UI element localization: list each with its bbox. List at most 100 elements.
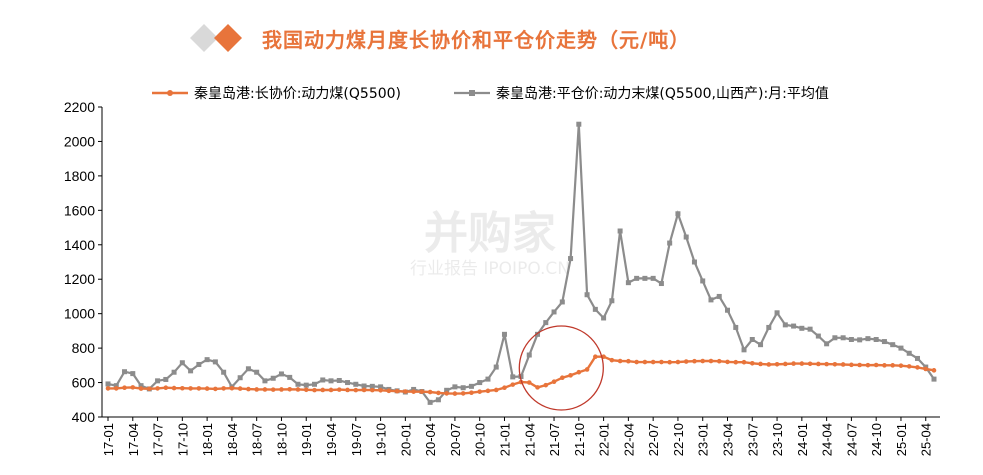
data-point-long-term [295, 387, 301, 392]
data-point-spot [369, 383, 375, 389]
data-point-long-term [204, 386, 210, 391]
x-tick-label: 20-01 [398, 423, 413, 456]
data-point-spot [691, 259, 697, 265]
x-tick-label: 21-01 [497, 423, 512, 456]
data-point-spot [254, 369, 260, 375]
x-tick-label: 21-07 [547, 423, 562, 456]
data-point-long-term [328, 387, 334, 393]
data-point-long-term [452, 391, 458, 396]
data-point-spot [518, 374, 524, 380]
data-point-long-term [576, 369, 582, 375]
data-point-long-term [667, 359, 672, 365]
data-point-spot [700, 278, 706, 284]
x-tick-label: 19-07 [349, 423, 364, 456]
data-point-long-term [419, 389, 425, 394]
y-tick-label: 1600 [64, 202, 95, 218]
data-point-spot [435, 397, 441, 403]
data-point-spot [658, 281, 664, 287]
data-point-long-term [551, 379, 557, 384]
data-point-long-term [890, 363, 895, 368]
data-point-spot [237, 375, 243, 381]
data-point-spot [559, 299, 565, 305]
data-point-long-term [758, 361, 763, 367]
data-point-spot [576, 121, 582, 127]
data-point-spot [568, 256, 574, 262]
data-point-spot [774, 310, 780, 316]
data-point-long-term [593, 354, 598, 360]
data-point-spot [584, 292, 590, 298]
data-point-long-term [832, 362, 838, 367]
data-point-spot [328, 378, 334, 384]
data-point-spot [353, 381, 359, 387]
data-point-spot [270, 375, 276, 381]
data-point-long-term [543, 382, 549, 388]
legend-label-long-term: 秦皇岛港:长协价:动力煤(Q5500) [194, 86, 401, 102]
data-point-spot [873, 337, 879, 342]
x-tick-label: 20-10 [473, 423, 488, 456]
data-point-spot [675, 211, 681, 217]
data-point-long-term [147, 386, 152, 392]
x-tick-label: 25-04 [919, 423, 934, 456]
data-point-long-term [692, 358, 697, 364]
data-point-long-term [345, 387, 350, 393]
data-point-long-term [394, 388, 400, 394]
data-point-long-term [270, 387, 276, 392]
y-tick-label: 600 [72, 375, 96, 391]
data-point-spot [130, 371, 136, 377]
data-point-spot [477, 380, 483, 386]
data-point-spot [320, 377, 326, 383]
data-point-spot [345, 380, 351, 386]
data-point-spot [906, 350, 912, 356]
data-point-long-term [246, 386, 251, 392]
data-point-long-term [469, 390, 474, 396]
grey-diamond-icon [190, 24, 218, 52]
x-tick-label: 19-04 [324, 423, 339, 456]
data-point-spot [188, 368, 194, 374]
x-tick-label: 23-07 [745, 423, 760, 456]
x-tick-label: 17-07 [151, 423, 166, 456]
data-point-spot [378, 384, 384, 390]
x-tick-label: 19-10 [374, 423, 389, 456]
data-point-spot [601, 315, 607, 321]
x-tick-label: 18-10 [274, 423, 289, 456]
chart-title: 我国动力煤月度长协价和平仓价走势（元/吨） [262, 28, 691, 52]
data-point-spot [650, 275, 656, 281]
data-point-long-term [155, 386, 160, 391]
x-tick-label: 23-10 [770, 423, 785, 456]
data-point-long-term [824, 361, 829, 367]
data-point-long-term [659, 359, 664, 365]
data-point-spot [105, 381, 111, 387]
data-point-long-term [279, 387, 284, 392]
data-point-spot [543, 320, 549, 326]
x-tick-label: 17-10 [175, 423, 190, 456]
data-point-long-term [642, 359, 648, 365]
data-point-spot [262, 378, 268, 384]
watermark-sub: 行业报告 IPOIPO.CN [410, 259, 570, 279]
data-point-long-term [906, 364, 912, 369]
data-point-long-term [262, 387, 268, 392]
data-point-spot [295, 381, 301, 387]
data-point-long-term [733, 359, 739, 365]
y-tick-label: 2200 [64, 99, 95, 115]
data-point-spot [163, 376, 169, 382]
data-point-spot [898, 345, 904, 351]
data-point-spot [642, 275, 648, 281]
data-point-long-term [725, 359, 730, 365]
data-point-spot [551, 309, 557, 315]
x-tick-label: 23-01 [696, 423, 711, 456]
data-point-long-term [303, 387, 309, 393]
data-point-spot [890, 342, 896, 348]
data-point-long-term [535, 385, 540, 390]
data-point-long-term [865, 362, 871, 368]
highlight-circle [518, 325, 604, 411]
data-point-spot [799, 325, 805, 331]
data-point-long-term [493, 387, 499, 393]
data-point-long-term [650, 359, 656, 365]
data-point-spot [592, 306, 598, 312]
data-point-long-term [791, 361, 796, 366]
title-decoration-icon [190, 24, 242, 52]
y-tick-label: 1000 [64, 306, 95, 322]
data-point-spot [617, 228, 623, 234]
data-point-long-term [188, 386, 193, 391]
